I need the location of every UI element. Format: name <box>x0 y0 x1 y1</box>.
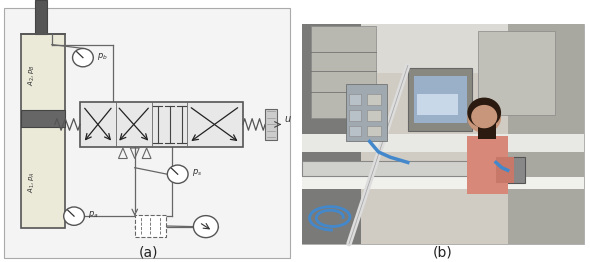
Text: $p_a$: $p_a$ <box>88 209 99 220</box>
Polygon shape <box>467 136 508 194</box>
Bar <box>349 94 361 105</box>
Bar <box>302 24 361 244</box>
Text: (a): (a) <box>138 246 158 260</box>
Text: $p_b$: $p_b$ <box>97 51 108 62</box>
Text: $u$: $u$ <box>284 114 292 124</box>
Bar <box>414 76 467 123</box>
Bar <box>346 84 387 141</box>
Text: $A_2,p_B$: $A_2,p_B$ <box>27 65 37 86</box>
Bar <box>496 157 514 183</box>
Bar <box>367 94 381 105</box>
Bar <box>417 94 458 115</box>
Bar <box>367 126 381 136</box>
Text: $p_s$: $p_s$ <box>192 167 202 178</box>
Bar <box>302 24 584 244</box>
Bar <box>265 109 277 140</box>
Circle shape <box>468 103 500 132</box>
Bar <box>302 24 584 73</box>
Bar <box>302 24 584 244</box>
Bar <box>21 110 65 127</box>
Bar <box>408 68 473 131</box>
Circle shape <box>168 165 188 183</box>
Bar <box>135 215 166 237</box>
Bar <box>502 157 525 183</box>
Circle shape <box>468 98 500 127</box>
Bar <box>478 117 496 139</box>
Bar <box>80 102 243 147</box>
Bar <box>311 26 375 118</box>
Text: $A_1,p_A$: $A_1,p_A$ <box>27 172 37 193</box>
Circle shape <box>472 106 497 128</box>
Bar <box>21 34 65 228</box>
Text: (b): (b) <box>433 246 453 260</box>
Bar <box>367 110 381 121</box>
Bar <box>349 110 361 121</box>
Bar <box>478 31 555 115</box>
Circle shape <box>73 48 93 67</box>
Bar <box>508 24 584 244</box>
Bar <box>35 0 47 34</box>
Bar <box>349 126 361 136</box>
Bar <box>302 177 584 189</box>
Bar <box>302 134 584 152</box>
Circle shape <box>194 216 218 238</box>
Circle shape <box>64 207 84 225</box>
Bar <box>302 161 508 176</box>
